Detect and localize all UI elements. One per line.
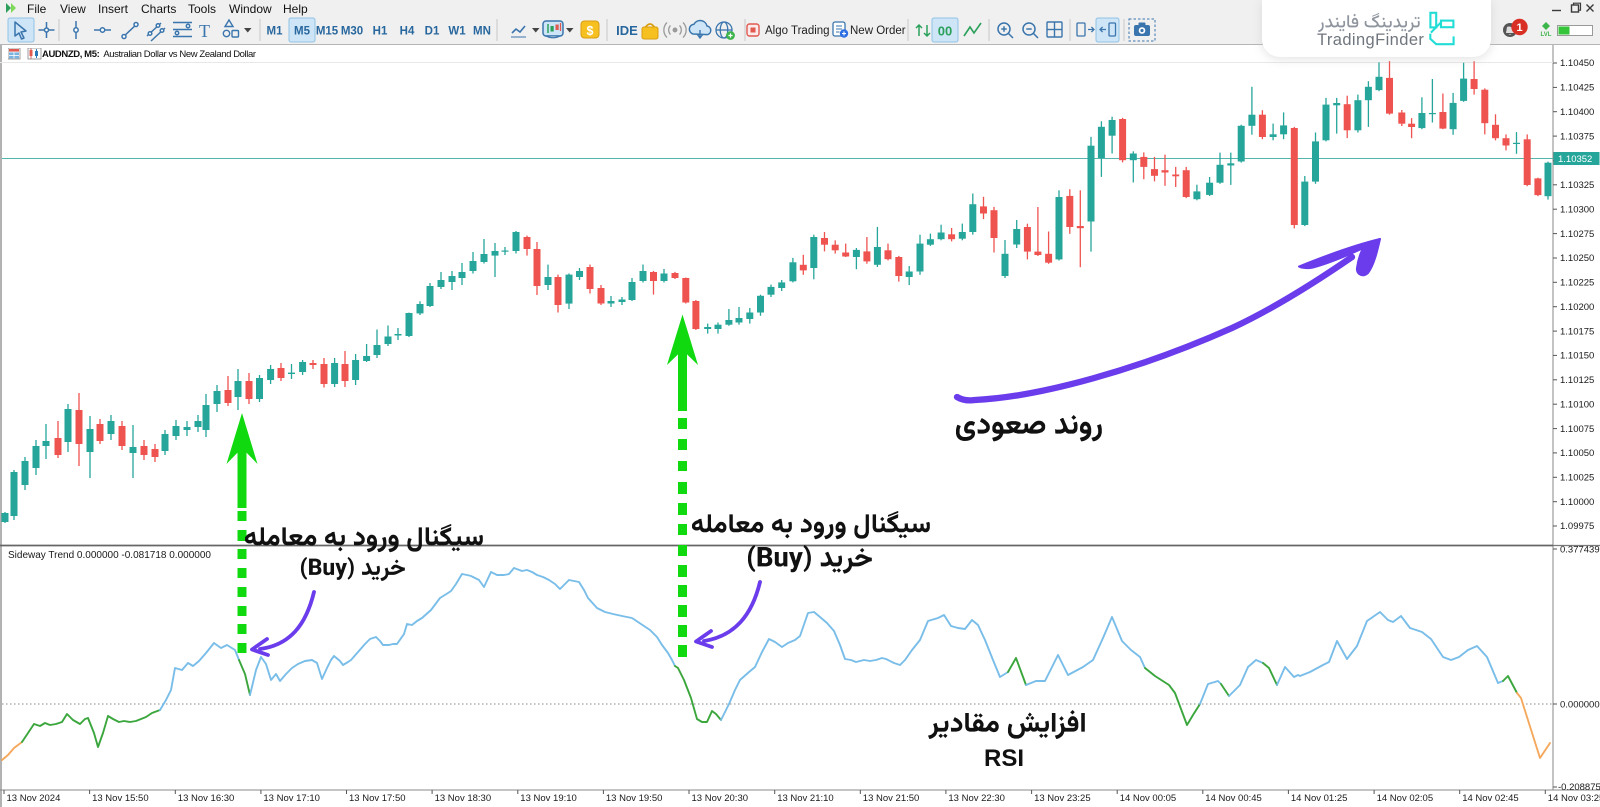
svg-text:1.10050: 1.10050 bbox=[1560, 448, 1594, 459]
svg-text:M1: M1 bbox=[267, 26, 284, 38]
svg-text:1.10225: 1.10225 bbox=[1560, 278, 1594, 289]
svg-text:14 Nov 01:25: 14 Nov 01:25 bbox=[1291, 793, 1348, 804]
svg-text:1.10275: 1.10275 bbox=[1560, 229, 1594, 240]
svg-text:13 Nov 17:10: 13 Nov 17:10 bbox=[263, 793, 320, 804]
svg-text:1.10450: 1.10450 bbox=[1560, 58, 1594, 69]
svg-text:13 Nov 16:30: 13 Nov 16:30 bbox=[178, 793, 235, 804]
svg-text:1.10175: 1.10175 bbox=[1560, 326, 1594, 337]
svg-text:1.10425: 1.10425 bbox=[1560, 83, 1594, 94]
svg-text:13 Nov 21:10: 13 Nov 21:10 bbox=[777, 793, 834, 804]
svg-text:1.10400: 1.10400 bbox=[1560, 107, 1594, 118]
svg-text:$: $ bbox=[587, 24, 594, 38]
svg-text:1.10352: 1.10352 bbox=[1558, 154, 1592, 165]
svg-text:14 Nov 02:45: 14 Nov 02:45 bbox=[1462, 793, 1519, 804]
svg-text:MN: MN bbox=[473, 26, 491, 38]
svg-text:13 Nov 19:10: 13 Nov 19:10 bbox=[520, 793, 577, 804]
svg-text:M15: M15 bbox=[316, 26, 339, 38]
svg-text:13 Nov 21:50: 13 Nov 21:50 bbox=[863, 793, 920, 804]
svg-text:M30: M30 bbox=[341, 26, 363, 38]
svg-text:14 Nov 03:25: 14 Nov 03:25 bbox=[1548, 793, 1600, 804]
svg-text:D1: D1 bbox=[425, 26, 440, 38]
svg-text:1: 1 bbox=[1516, 22, 1522, 34]
svg-text:RSI: RSI bbox=[984, 745, 1024, 772]
svg-text:13 Nov 17:50: 13 Nov 17:50 bbox=[349, 793, 406, 804]
svg-text:13 Nov 23:25: 13 Nov 23:25 bbox=[1034, 793, 1091, 804]
svg-text:LVL: LVL bbox=[1541, 32, 1552, 38]
svg-text:1.10250: 1.10250 bbox=[1560, 253, 1594, 264]
svg-text:1.09975: 1.09975 bbox=[1560, 521, 1594, 532]
svg-text:1.10000: 1.10000 bbox=[1560, 497, 1594, 508]
svg-text:H1: H1 bbox=[373, 26, 388, 38]
svg-text:13 Nov 20:30: 13 Nov 20:30 bbox=[692, 793, 749, 804]
svg-text:IDE: IDE bbox=[616, 23, 638, 38]
svg-text:0.000000: 0.000000 bbox=[1560, 700, 1600, 711]
svg-text:1.10375: 1.10375 bbox=[1560, 131, 1594, 142]
svg-text:13 Nov 2024: 13 Nov 2024 bbox=[7, 793, 61, 804]
svg-text:T: T bbox=[199, 21, 210, 41]
svg-text:14 Nov 02:05: 14 Nov 02:05 bbox=[1377, 793, 1434, 804]
svg-text:1.10075: 1.10075 bbox=[1560, 424, 1594, 435]
svg-text:1.10025: 1.10025 bbox=[1560, 473, 1594, 484]
svg-text:Sideway Trend 0.000000 -0.0817: Sideway Trend 0.000000 -0.081718 0.00000… bbox=[8, 550, 211, 561]
svg-text:1.10100: 1.10100 bbox=[1560, 399, 1594, 410]
svg-text:Algo Trading: Algo Trading bbox=[765, 25, 830, 37]
svg-text:13 Nov 18:30: 13 Nov 18:30 bbox=[435, 793, 492, 804]
svg-text:0.377439: 0.377439 bbox=[1560, 545, 1600, 556]
svg-text:1.10150: 1.10150 bbox=[1560, 351, 1594, 362]
svg-text:H4: H4 bbox=[400, 26, 415, 38]
svg-text:00: 00 bbox=[938, 24, 952, 39]
svg-text:1.10200: 1.10200 bbox=[1560, 302, 1594, 313]
svg-text:14 Nov 00:45: 14 Nov 00:45 bbox=[1205, 793, 1262, 804]
svg-text:13 Nov 19:50: 13 Nov 19:50 bbox=[606, 793, 663, 804]
svg-text:W1: W1 bbox=[448, 26, 466, 38]
svg-text:1.10125: 1.10125 bbox=[1560, 375, 1594, 386]
svg-text:M5: M5 bbox=[294, 26, 311, 38]
svg-text:-0.208875: -0.208875 bbox=[1558, 782, 1600, 793]
svg-text:13 Nov 22:30: 13 Nov 22:30 bbox=[948, 793, 1005, 804]
svg-text:14 Nov 00:05: 14 Nov 00:05 bbox=[1120, 793, 1177, 804]
svg-text:1.10325: 1.10325 bbox=[1560, 180, 1594, 191]
svg-text:13 Nov 15:50: 13 Nov 15:50 bbox=[92, 793, 149, 804]
svg-text:New Order: New Order bbox=[850, 25, 906, 37]
svg-text:1.10300: 1.10300 bbox=[1560, 204, 1594, 215]
